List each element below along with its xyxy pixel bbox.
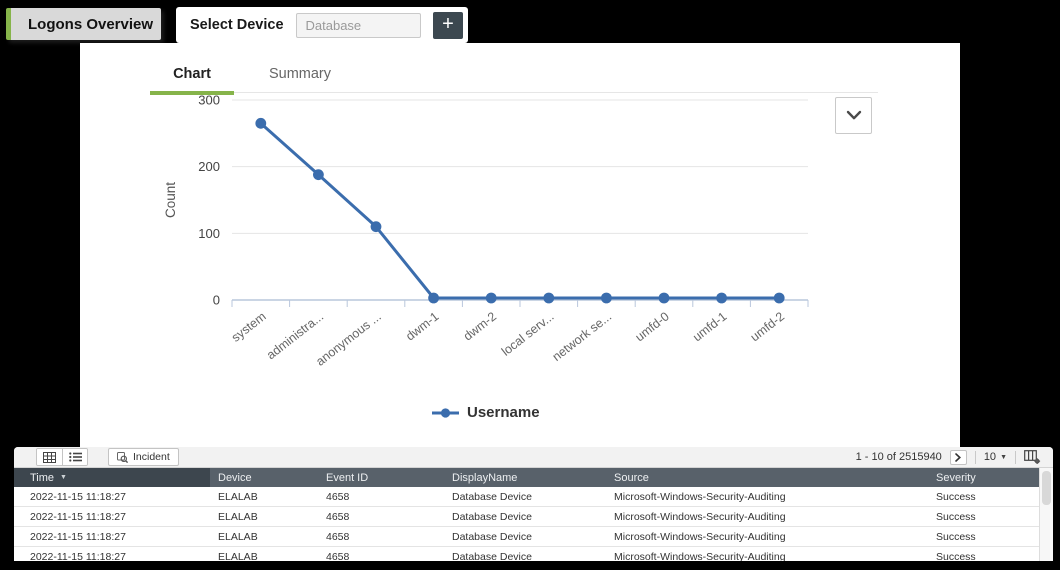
chevron-down-icon [846, 110, 861, 120]
column-header-label: Severity [936, 471, 976, 484]
column-header-label: Time [30, 471, 55, 484]
tab-logons-overview[interactable]: Logons Overview [6, 8, 161, 40]
cell-event-id: 4658 [326, 510, 350, 523]
table-row[interactable]: 2022-11-15 11:18:27 ELALAB 4658 Database De… [14, 487, 1040, 507]
column-header-label: Device [218, 471, 252, 484]
table-scrollbar[interactable] [1039, 468, 1053, 561]
cell-source: Microsoft-Windows-Security-Auditing [614, 530, 786, 543]
page-size-value: 10 [983, 451, 997, 463]
svg-text:network se...: network se... [550, 309, 614, 364]
cell-severity: Success [936, 530, 976, 543]
view-toggle-group [36, 448, 88, 466]
collapse-chart-button[interactable] [835, 97, 872, 134]
cell-event-id: 4658 [326, 530, 350, 543]
device-search-input[interactable] [295, 12, 421, 38]
column-header-event-id[interactable]: Event ID [318, 468, 444, 487]
column-header-displayname[interactable]: DisplayName [444, 468, 606, 487]
next-page-button[interactable] [949, 449, 967, 465]
table-row[interactable]: 2022-11-15 11:18:27 ELALAB 4658 Database De… [14, 527, 1040, 547]
svg-text:0: 0 [213, 293, 220, 308]
svg-text:umfd-2: umfd-2 [748, 309, 787, 344]
legend-series-label: Username [467, 404, 540, 421]
caret-down-icon: ▼ [1000, 453, 1007, 461]
table-row[interactable]: 2022-11-15 11:18:27 ELALAB 4658 Database De… [14, 547, 1040, 561]
table-header-row: Time ▼ Device Event ID DisplayName Source Seve… [14, 468, 1040, 487]
tab-summary[interactable]: Summary [268, 66, 332, 82]
cell-severity: Success [936, 510, 976, 523]
chevron-right-icon [955, 452, 962, 462]
column-header-label: Event ID [326, 471, 369, 484]
cell-event-id: 4658 [326, 550, 350, 562]
legend-line-marker-icon [432, 407, 459, 418]
svg-text:Count: Count [163, 182, 178, 218]
tab-chart[interactable]: Chart [150, 66, 234, 95]
tab-logons-overview-label: Logons Overview [28, 15, 154, 33]
list-icon [68, 452, 82, 462]
cell-displayname: Database Device [452, 490, 532, 503]
svg-text:200: 200 [198, 159, 220, 174]
select-device-card: Select Device + [176, 7, 468, 43]
cell-source: Microsoft-Windows-Security-Auditing [614, 490, 786, 503]
chart-tabs: Chart Summary [150, 66, 878, 95]
column-header-label: Source [614, 471, 649, 484]
toolbar-divider [974, 450, 976, 464]
list-view-button[interactable] [62, 449, 87, 465]
svg-text:umfd-0: umfd-0 [633, 309, 672, 344]
cell-source: Microsoft-Windows-Security-Auditing [614, 510, 786, 523]
column-settings-button[interactable] [1024, 450, 1041, 464]
cell-displayname: Database Device [452, 530, 532, 543]
grid-view-button[interactable] [37, 449, 62, 465]
chart-panel: Chart Summary 0 100 200 300 Count system admin… [80, 43, 960, 447]
cell-device: ELALAB [218, 550, 258, 562]
svg-text:umfd-1: umfd-1 [690, 309, 729, 344]
grid-icon [43, 451, 56, 463]
select-device-label: Select Device [190, 17, 284, 33]
chart-legend-item[interactable]: Username [432, 404, 540, 421]
columns-gear-icon [1024, 450, 1041, 464]
cell-time: 2022-11-15 11:18:27 [30, 490, 126, 503]
cell-device: ELALAB [218, 510, 258, 523]
column-header-severity[interactable]: Severity [928, 468, 1040, 487]
cell-device: ELALAB [218, 530, 258, 543]
cell-time: 2022-11-15 11:18:27 [30, 530, 126, 543]
svg-text:dwm-1: dwm-1 [403, 309, 441, 343]
pagination-controls: 1 - 10 of 2515940 10 ▼ [855, 449, 1041, 465]
svg-text:100: 100 [198, 226, 220, 241]
cell-event-id: 4658 [326, 490, 350, 503]
cell-displayname: Database Device [452, 550, 532, 562]
table-row[interactable]: 2022-11-15 11:18:27 ELALAB 4658 Database De… [14, 507, 1040, 527]
sort-desc-icon: ▼ [60, 474, 67, 481]
logons-line-chart: 0100200300Countsystemadministra...anonym… [163, 93, 809, 369]
cell-source: Microsoft-Windows-Security-Auditing [614, 550, 786, 562]
table-toolbar: Incident 1 - 10 of 2515940 10 ▼ [14, 447, 1053, 468]
svg-text:local serv...: local serv... [499, 309, 557, 358]
add-device-button[interactable]: + [433, 11, 463, 39]
events-table-panel: Incident 1 - 10 of 2515940 10 ▼ [14, 447, 1053, 561]
incident-icon [117, 451, 128, 463]
svg-text:system: system [229, 309, 269, 344]
cell-time: 2022-11-15 11:18:27 [30, 510, 126, 523]
column-header-label: DisplayName [452, 471, 518, 484]
cell-displayname: Database Device [452, 510, 532, 523]
column-header-device[interactable]: Device [210, 468, 318, 487]
cell-severity: Success [936, 550, 976, 562]
incident-button-label: Incident [133, 451, 170, 463]
pagination-range: 1 - 10 of 2515940 [855, 451, 942, 463]
svg-text:dwm-2: dwm-2 [461, 309, 499, 343]
cell-severity: Success [936, 490, 976, 503]
toolbar-divider [1015, 450, 1016, 464]
column-header-source[interactable]: Source [606, 468, 928, 487]
incident-button[interactable]: Incident [108, 448, 179, 466]
page-size-dropdown[interactable]: 10 ▼ [984, 451, 1007, 463]
cell-time: 2022-11-15 11:18:27 [30, 550, 126, 562]
cell-device: ELALAB [218, 490, 258, 503]
table-body: 2022-11-15 11:18:27 ELALAB 4658 Database De… [14, 487, 1040, 561]
svg-text:300: 300 [198, 93, 220, 108]
column-header-time[interactable]: Time ▼ [14, 468, 210, 487]
